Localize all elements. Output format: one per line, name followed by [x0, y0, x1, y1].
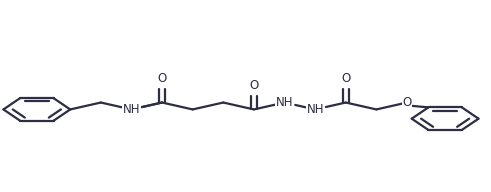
Text: O: O [341, 72, 351, 85]
Text: NH: NH [276, 96, 293, 109]
Text: O: O [402, 96, 411, 109]
Text: O: O [249, 79, 259, 92]
Text: NH: NH [306, 103, 324, 116]
Text: NH: NH [123, 103, 140, 116]
Text: O: O [158, 72, 166, 85]
